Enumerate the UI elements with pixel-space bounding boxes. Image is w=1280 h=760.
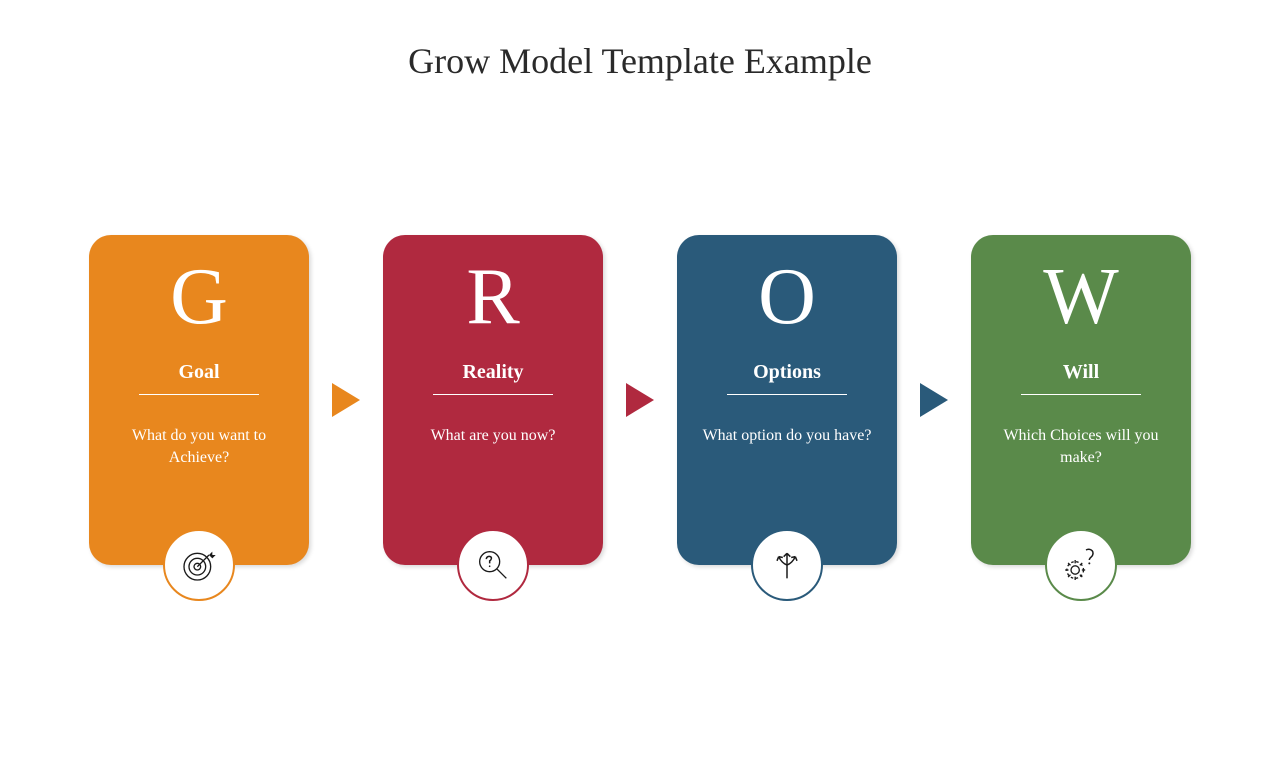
chevron-right-icon	[332, 383, 360, 417]
card-subtitle: Reality	[401, 361, 585, 384]
arrow-2	[603, 380, 677, 420]
chevron-right-icon	[920, 383, 948, 417]
card-desc: What do you want to Achieve?	[107, 425, 291, 468]
card-letter: O	[695, 257, 879, 337]
card-will: W Will Which Choices will you make?	[971, 235, 1191, 565]
card-letter: G	[107, 257, 291, 337]
card-goal: G Goal What do you want to Achieve?	[89, 235, 309, 565]
target-icon	[163, 529, 235, 601]
card-options: O Options What option do you have?	[677, 235, 897, 565]
card-subtitle: Goal	[107, 361, 291, 384]
gears-question-icon	[1045, 529, 1117, 601]
card-desc: What are you now?	[401, 425, 585, 447]
arrow-1	[309, 380, 383, 420]
magnifier-question-icon	[457, 529, 529, 601]
grow-row: G Goal What do you want to Achieve? R Re…	[0, 235, 1280, 565]
card-divider	[1021, 394, 1141, 395]
page-title: Grow Model Template Example	[0, 40, 1280, 82]
card-subtitle: Options	[695, 361, 879, 384]
arrow-3	[897, 380, 971, 420]
card-subtitle: Will	[989, 361, 1173, 384]
card-desc: Which Choices will you make?	[989, 425, 1173, 468]
card-divider	[139, 394, 259, 395]
card-divider	[727, 394, 847, 395]
card-divider	[433, 394, 553, 395]
chevron-right-icon	[626, 383, 654, 417]
card-reality: R Reality What are you now?	[383, 235, 603, 565]
card-letter: W	[989, 257, 1173, 337]
direction-arrows-icon	[751, 529, 823, 601]
card-desc: What option do you have?	[695, 425, 879, 447]
card-letter: R	[401, 257, 585, 337]
